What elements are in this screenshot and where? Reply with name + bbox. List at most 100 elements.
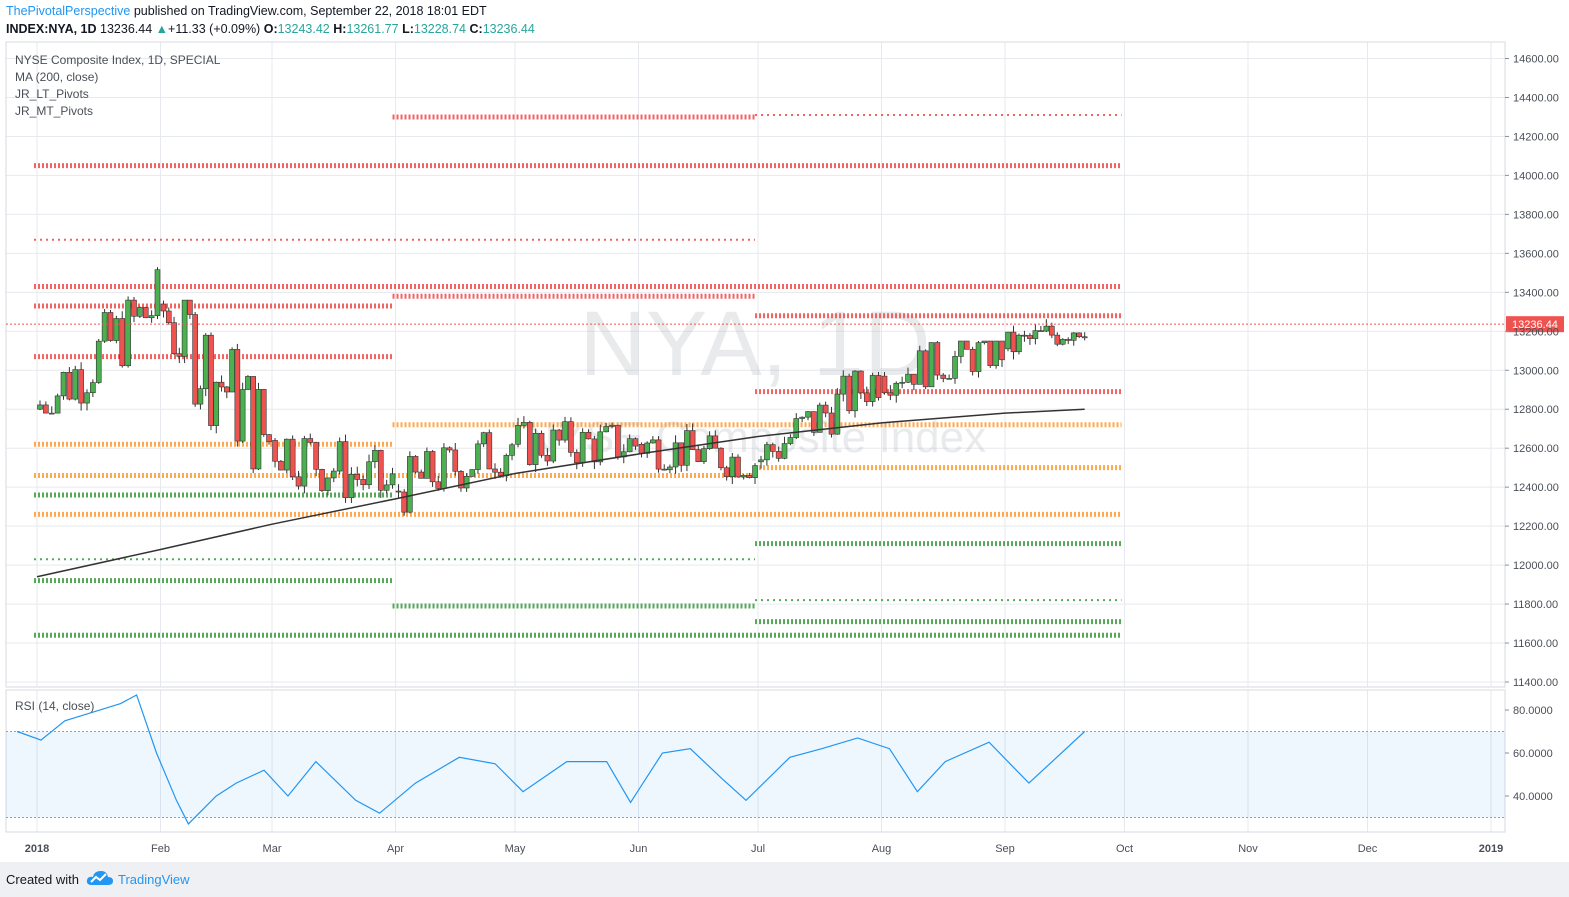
candle-body — [1021, 334, 1028, 337]
y-tick-label: 14600.00 — [1513, 54, 1559, 66]
price-change: +11.33 (+0.09%) — [168, 22, 261, 36]
candle-body — [816, 404, 823, 433]
candle-body — [283, 438, 290, 471]
rsi-pane-frame — [5, 689, 1506, 833]
candle-body — [793, 418, 800, 438]
y-tick-label: 11400.00 — [1513, 677, 1558, 689]
candle-body — [313, 442, 319, 470]
candle-body — [469, 469, 476, 477]
rsi-title: RSI (14, close) — [15, 699, 94, 713]
candle-body — [562, 421, 568, 441]
candle-body — [187, 299, 193, 315]
x-tick-label: Dec — [1358, 843, 1378, 855]
candle-body — [54, 395, 61, 414]
candle-body — [695, 449, 702, 462]
candle-body — [718, 447, 724, 469]
candle-body — [735, 456, 741, 478]
candle-body — [330, 470, 337, 479]
candle-body — [952, 356, 958, 379]
symbol-label[interactable]: INDEX:NYA, 1D — [6, 22, 97, 36]
candle-body — [60, 371, 67, 397]
candle-body — [638, 443, 645, 454]
y-tick-label: 13200.00 — [1513, 326, 1559, 338]
candle-body — [568, 421, 574, 453]
candle-body — [1016, 334, 1022, 353]
candle-body — [958, 340, 964, 357]
candle-body — [946, 378, 952, 380]
y-tick-label: 11600.00 — [1513, 638, 1558, 650]
candle-body — [775, 451, 782, 459]
open-value: 13243.42 — [277, 22, 330, 36]
candle-body — [435, 481, 442, 489]
candle-body — [1076, 332, 1083, 338]
candle-body — [1043, 325, 1050, 332]
candle-body — [224, 386, 230, 393]
y-tick-label: 14200.00 — [1513, 131, 1559, 143]
candle-body — [655, 439, 662, 470]
candle-body — [272, 440, 278, 462]
candle-body — [940, 374, 947, 379]
candle-body — [171, 322, 177, 355]
candle-body — [43, 404, 49, 414]
candle-body — [556, 429, 562, 441]
close-value: 13236.44 — [482, 22, 535, 36]
candle-body — [66, 371, 73, 400]
close-label: C: — [469, 22, 483, 36]
y-tick-label: 12800.00 — [1513, 404, 1559, 416]
high-label: H: — [333, 22, 347, 36]
candle-body — [987, 340, 994, 366]
candle-body — [893, 382, 900, 396]
x-tick-label: Sep — [995, 843, 1015, 855]
candle-body — [148, 315, 155, 319]
candle-body — [480, 432, 487, 445]
candle-body — [181, 299, 188, 357]
candle-body — [441, 447, 447, 489]
candle-body — [101, 312, 108, 342]
candle-body — [701, 448, 707, 462]
candle-body — [969, 349, 976, 372]
candle-body — [154, 269, 161, 316]
candle-body — [407, 456, 413, 513]
publish-line: ThePivotalPerspective published on Tradi… — [6, 4, 487, 18]
candle-body — [131, 299, 137, 317]
candle-body — [934, 342, 941, 376]
candle-body — [532, 432, 539, 465]
x-tick-label: Oct — [1116, 843, 1133, 855]
author-link[interactable]: ThePivotalPerspective — [6, 4, 131, 18]
candle-body — [418, 471, 425, 479]
candle-body — [764, 444, 770, 461]
candle-body — [229, 349, 235, 393]
candle-body — [544, 454, 551, 462]
candle-body — [1065, 339, 1072, 341]
candle-body — [661, 468, 668, 471]
candle-body — [1081, 336, 1088, 339]
candle-body — [84, 392, 90, 404]
candle-body — [550, 429, 557, 462]
candle-body — [887, 392, 894, 396]
candle-body — [37, 404, 43, 410]
candle-body — [869, 375, 876, 402]
x-tick-label: Feb — [151, 843, 170, 855]
tradingview-brand-link[interactable]: TradingView — [118, 872, 190, 887]
rsi-y-tick-label: 40.0000 — [1513, 791, 1553, 803]
candle-body — [667, 466, 673, 471]
candle-body — [579, 432, 586, 464]
y-tick-label: 12400.00 — [1513, 482, 1559, 494]
candle-body — [452, 449, 459, 472]
candle-body — [113, 318, 120, 341]
candle-body — [372, 450, 378, 463]
candle-body — [176, 353, 183, 357]
x-tick-label: Jul — [751, 843, 765, 855]
candle-body — [255, 389, 262, 470]
tradingview-cloud-icon[interactable] — [86, 869, 114, 892]
candle-body — [515, 424, 521, 445]
candle-body — [905, 373, 911, 383]
candle-body — [319, 469, 325, 491]
candle-body — [208, 334, 214, 426]
candle-body — [1027, 335, 1033, 339]
grid-lines — [6, 42, 1505, 832]
candle-body — [463, 476, 470, 489]
y-tick-label: 14400.00 — [1513, 92, 1559, 104]
candles — [37, 267, 1088, 516]
